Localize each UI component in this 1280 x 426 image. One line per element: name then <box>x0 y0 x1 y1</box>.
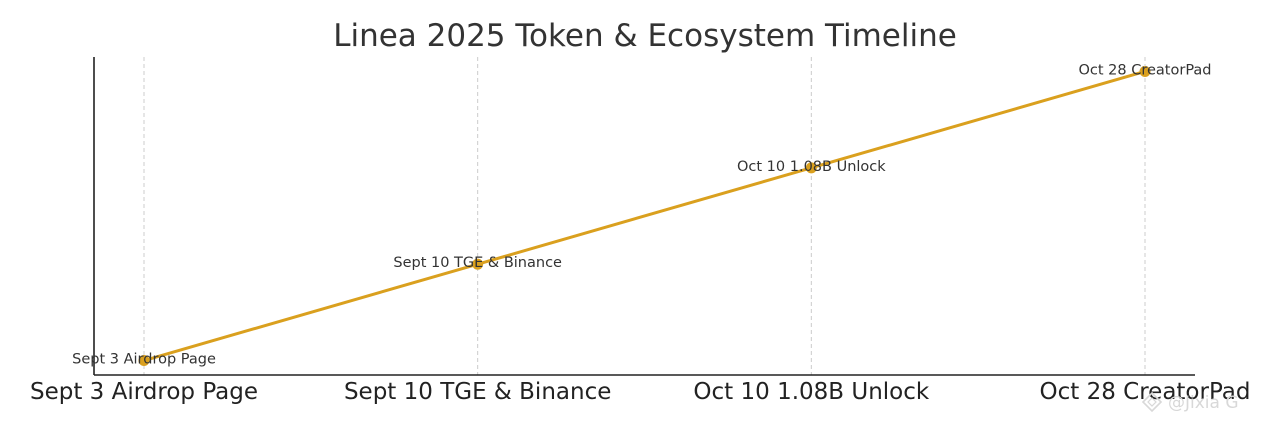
watermark: @Jixia G <box>1141 391 1239 413</box>
x-tick-labels: Sept 3 Airdrop Page Sept 10 TGE & Binance… <box>30 379 1251 405</box>
data-label: Sept 10 TGE & Binance <box>393 255 562 271</box>
x-tick-label: Oct 10 1.08B Unlock <box>693 379 929 405</box>
x-tick-label: Sept 10 TGE & Binance <box>344 379 611 405</box>
x-gridlines <box>143 57 1146 375</box>
data-point <box>472 258 484 270</box>
chart-title: Linea 2025 Token & Ecosystem Timeline <box>333 18 957 54</box>
data-label: Oct 10 1.08B Unlock <box>737 159 886 175</box>
data-point <box>805 162 817 174</box>
data-point <box>138 355 150 367</box>
data-label: Sept 3 Airdrop Page <box>72 352 216 368</box>
data-label: Oct 28 CreatorPad <box>1078 62 1211 78</box>
series-layer <box>138 65 1151 367</box>
series-line <box>143 70 1146 362</box>
diamond-logo-icon <box>1141 391 1163 413</box>
data-point <box>1139 65 1151 77</box>
x-tick-label: Sept 3 Airdrop Page <box>30 379 258 405</box>
watermark-text: @Jixia G <box>1168 393 1239 413</box>
point-labels: Sept 3 Airdrop Page Sept 10 TGE & Binance… <box>72 62 1211 367</box>
